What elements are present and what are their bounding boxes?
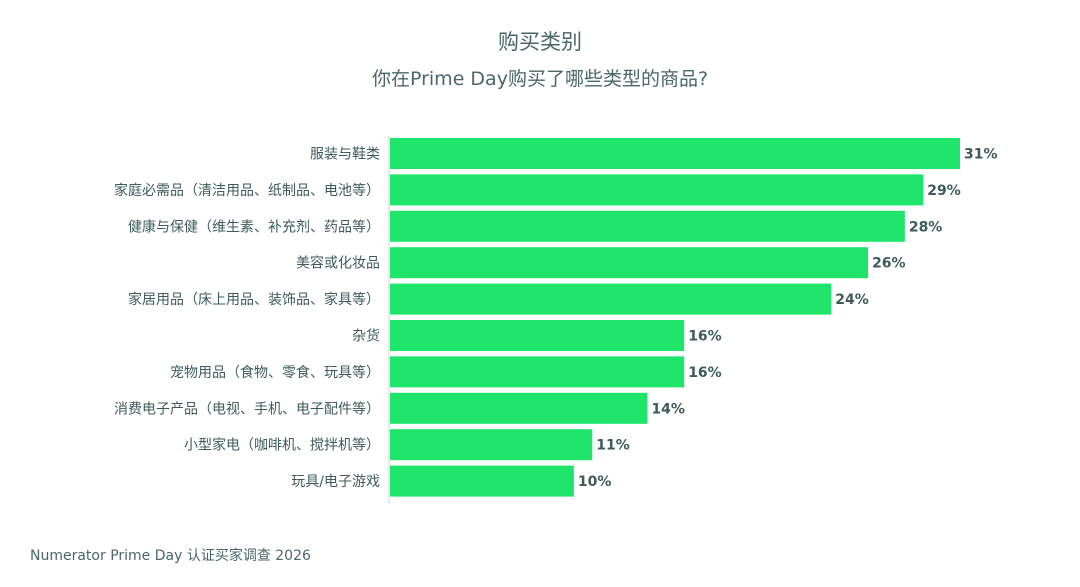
value-label-6: 16%: [688, 365, 722, 381]
category-label-0: 服装与鞋类: [310, 147, 380, 163]
bar-2: [390, 210, 905, 242]
category-label-3: 美容或化妆品: [296, 255, 380, 272]
bar-9: [390, 465, 574, 497]
bars-group: 服装与鞋类 31% 家庭必需品（清洁用品、纸制品、电池等） 29% 健康与保健（维生素、…: [114, 138, 998, 497]
category-label-5: 杂货: [352, 328, 380, 345]
category-label-9: 玩具/电子游戏: [291, 474, 380, 490]
source-note: Numerator Prime Day 认证买家调查 2026: [30, 548, 311, 564]
value-label-4: 24%: [835, 292, 869, 308]
value-label-0: 31%: [964, 147, 998, 163]
bar-3: [390, 247, 869, 279]
category-label-7: 消费电子产品（电视、手机、电子配件等）: [114, 400, 380, 417]
value-label-2: 28%: [909, 219, 943, 235]
chart-subtitle: 你在Prime Day购买了哪些类型的商品?: [371, 68, 709, 90]
value-label-3: 26%: [872, 256, 906, 272]
value-label-7: 14%: [651, 401, 685, 417]
bar-0: [390, 138, 960, 169]
value-label-1: 29%: [927, 183, 961, 199]
category-label-2: 健康与保健（维生素、补充剂、药品等）: [128, 218, 380, 235]
category-label-1: 家庭必需品（清洁用品、纸制品、电池等）: [114, 182, 380, 199]
value-label-9: 10%: [578, 474, 612, 490]
value-label-8: 11%: [596, 438, 630, 454]
bar-5: [390, 320, 685, 351]
bar-7: [390, 392, 648, 424]
bar-6: [390, 356, 685, 388]
category-label-4: 家居用品（床上用品、装饰品、家具等）: [128, 291, 380, 308]
category-label-6: 宠物用品（食物、零食、玩具等）: [170, 364, 380, 381]
chart-title: 购买类别: [498, 30, 582, 54]
bar-8: [390, 429, 593, 461]
value-label-5: 16%: [688, 329, 722, 345]
category-label-8: 小型家电（咖啡机、搅拌机等）: [184, 437, 380, 454]
bar-1: [390, 174, 924, 206]
bar-4: [390, 283, 832, 315]
